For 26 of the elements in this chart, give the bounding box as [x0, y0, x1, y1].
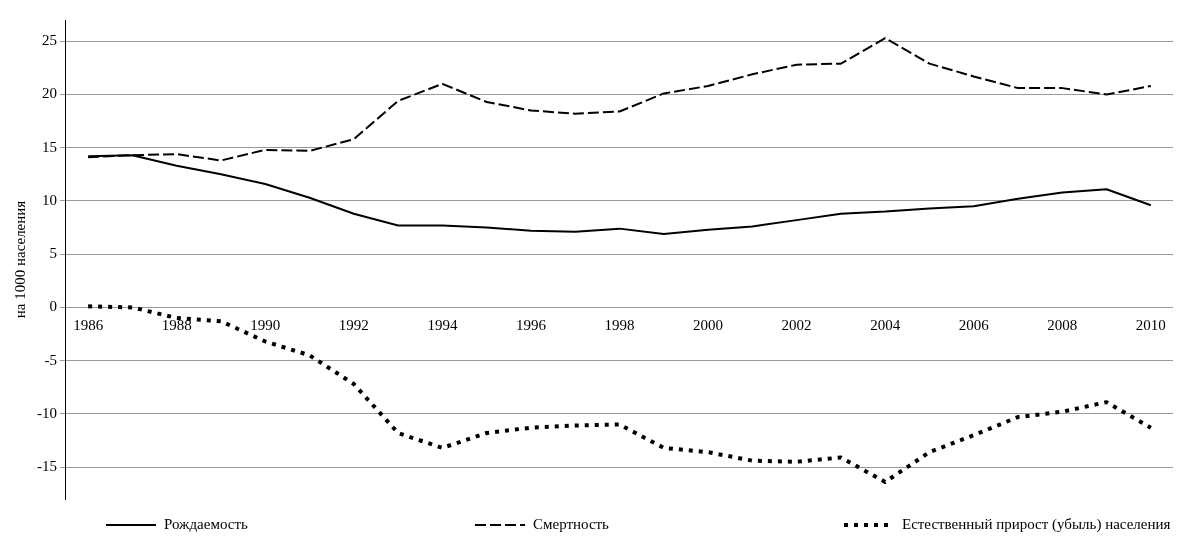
y-tick-label: 10 — [42, 191, 57, 208]
x-tick-label: 1992 — [338, 317, 369, 334]
x-tick-label: 2002 — [781, 317, 812, 334]
x-tick-label: 1990 — [250, 317, 281, 334]
legend-label: Рождаемость — [164, 515, 248, 532]
y-tick-label: 5 — [49, 245, 57, 262]
y-tick-label: 20 — [42, 85, 57, 102]
x-tick-label: 2008 — [1047, 317, 1078, 334]
y-tick-label: 25 — [42, 32, 57, 49]
legend-label: Смертность — [533, 515, 610, 532]
x-tick-label: 2004 — [870, 317, 901, 334]
y-tick-label: -15 — [37, 458, 57, 474]
x-tick-label: 1986 — [73, 317, 104, 334]
x-tick-label: 2010 — [1135, 317, 1166, 334]
y-tick-label: -5 — [44, 351, 57, 368]
y-tick-label: 15 — [42, 138, 57, 155]
x-tick-label: 1994 — [427, 317, 458, 334]
y-tick-label: 0 — [49, 298, 57, 315]
legend-label: Естественный прирост (убыль) населения — [902, 515, 1171, 533]
x-tick-label: 1996 — [515, 317, 547, 334]
x-tick-label: 1988 — [161, 317, 192, 334]
y-axis-title: на 1000 населения — [11, 200, 28, 319]
x-tick-label: 2006 — [958, 317, 990, 334]
y-tick-label: -10 — [37, 404, 57, 421]
x-tick-label: 1998 — [604, 317, 635, 334]
x-tick-label: 2000 — [693, 317, 724, 334]
